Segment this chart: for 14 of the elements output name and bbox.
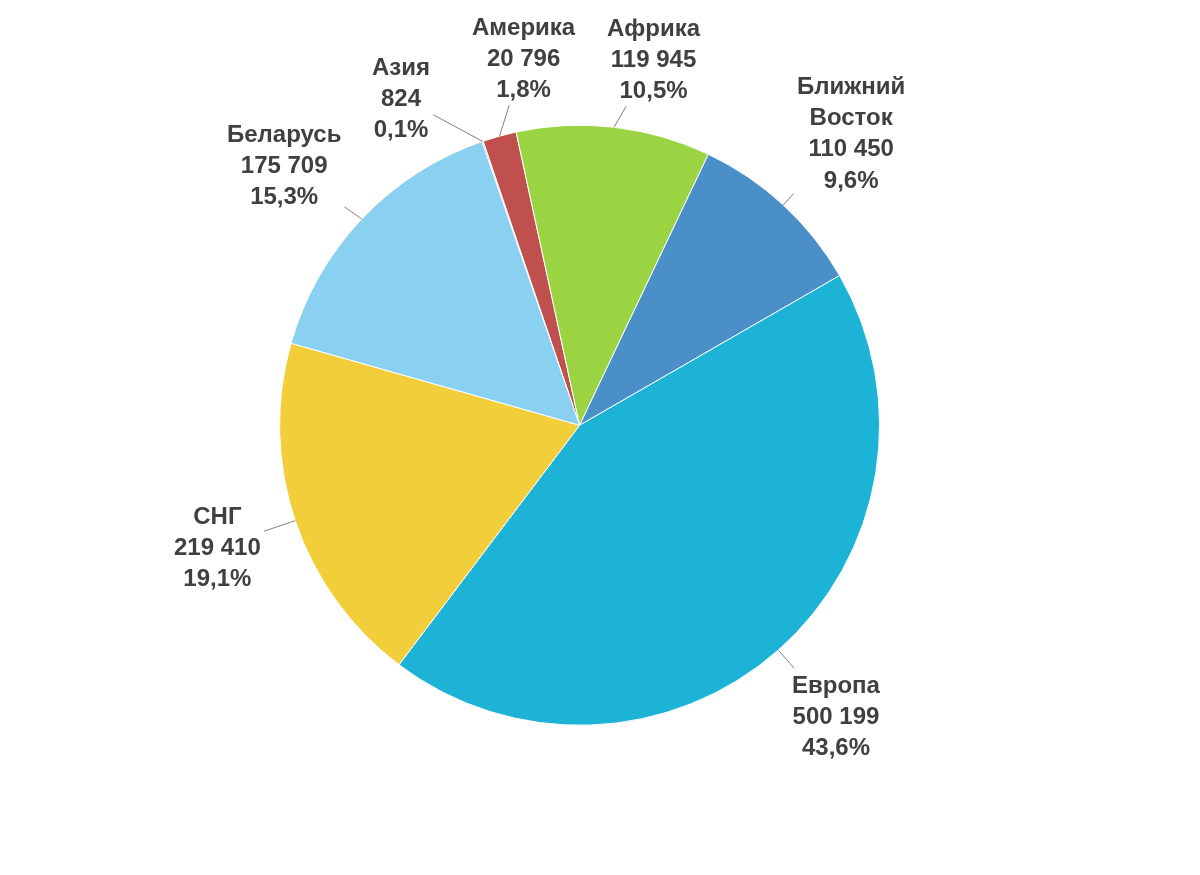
slice-label: Европа [792,671,881,698]
data-label: 175 709 15,3% [240,151,328,210]
data-label: 500 199 43,6% [792,702,880,761]
slice-label: Азия [372,53,431,80]
data-label: 119 945 10,5% [610,45,697,104]
slice-label: Африка [607,14,701,41]
slice-label: Беларусь [227,120,342,147]
data-label: 110 450 9,6% [808,134,894,193]
slice-label: Ближний Восток [797,72,906,131]
slice-label: СНГ [193,502,242,529]
data-label: 219 410 19,1% [174,533,261,592]
data-label: 824 0,1% [373,84,429,143]
slice-label: Америка [472,13,576,40]
data-label: 20 796 1,8% [486,44,561,103]
